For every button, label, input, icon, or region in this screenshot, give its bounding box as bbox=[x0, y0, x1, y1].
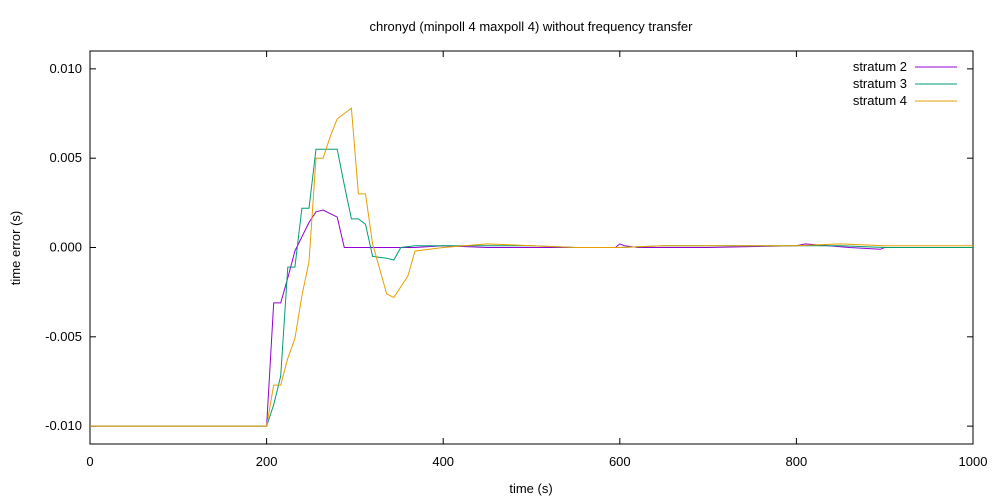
x-tick-label: 0 bbox=[86, 454, 93, 469]
x-tick-label: 600 bbox=[609, 454, 631, 469]
series-line-stratum-4 bbox=[90, 107, 973, 427]
x-axis-label: time (s) bbox=[509, 481, 552, 496]
series-line-stratum-2 bbox=[90, 209, 973, 427]
x-tick-label: 800 bbox=[786, 454, 808, 469]
y-tick-label: -0.005 bbox=[45, 329, 82, 344]
y-axis-label: time error (s) bbox=[8, 211, 23, 285]
legend-label: stratum 4 bbox=[853, 93, 907, 108]
series-line-stratum-3 bbox=[90, 148, 973, 427]
legend-label: stratum 3 bbox=[853, 76, 907, 91]
y-tick-label: 0.000 bbox=[49, 240, 82, 255]
y-tick-label: 0.005 bbox=[49, 150, 82, 165]
x-tick-label: 1000 bbox=[959, 454, 988, 469]
x-tick-label: 400 bbox=[432, 454, 454, 469]
x-tick-label: 200 bbox=[256, 454, 278, 469]
y-tick-label: -0.010 bbox=[45, 418, 82, 433]
legend-label: stratum 2 bbox=[853, 59, 907, 74]
chart-title: chronyd (minpoll 4 maxpoll 4) without fr… bbox=[370, 19, 694, 34]
y-tick-label: 0.010 bbox=[49, 61, 82, 76]
